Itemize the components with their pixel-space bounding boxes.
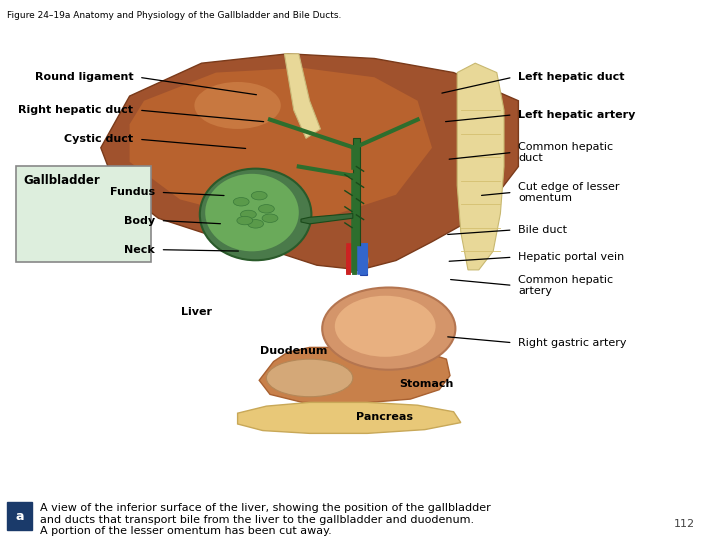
Text: Hepatic portal vein: Hepatic portal vein <box>518 252 625 262</box>
Text: Gallbladder: Gallbladder <box>23 174 100 187</box>
Ellipse shape <box>323 287 456 370</box>
Ellipse shape <box>237 217 253 225</box>
Polygon shape <box>130 68 432 218</box>
Polygon shape <box>101 54 518 270</box>
Text: Stomach: Stomach <box>400 379 454 389</box>
Ellipse shape <box>233 198 249 206</box>
Polygon shape <box>238 402 461 434</box>
Text: Right hepatic duct: Right hepatic duct <box>18 105 133 115</box>
Text: Neck: Neck <box>124 245 155 255</box>
Text: a: a <box>15 510 24 523</box>
Polygon shape <box>457 63 504 270</box>
Polygon shape <box>284 54 320 138</box>
Text: Cut edge of lesser
omentum: Cut edge of lesser omentum <box>518 181 620 203</box>
Text: Pancreas: Pancreas <box>356 412 413 422</box>
Text: Right gastric artery: Right gastric artery <box>518 338 627 348</box>
Ellipse shape <box>335 296 436 357</box>
Ellipse shape <box>248 220 264 228</box>
Ellipse shape <box>199 168 311 260</box>
Ellipse shape <box>205 174 299 251</box>
Ellipse shape <box>348 247 368 273</box>
Text: Body: Body <box>124 215 155 226</box>
Text: Common hepatic
duct: Common hepatic duct <box>518 141 613 163</box>
Text: Cystic duct: Cystic duct <box>64 134 133 144</box>
Text: Fundus: Fundus <box>109 187 155 198</box>
Text: Round ligament: Round ligament <box>35 72 133 82</box>
Text: A view of the inferior surface of the liver, showing the position of the gallbla: A view of the inferior surface of the li… <box>40 503 490 536</box>
Ellipse shape <box>251 192 267 200</box>
Text: Common hepatic
artery: Common hepatic artery <box>518 275 613 296</box>
Ellipse shape <box>194 82 281 129</box>
Text: Left hepatic artery: Left hepatic artery <box>518 110 636 120</box>
Text: Liver: Liver <box>181 307 212 317</box>
Ellipse shape <box>266 359 353 397</box>
Ellipse shape <box>240 210 256 219</box>
Ellipse shape <box>258 205 274 213</box>
Text: Duodenum: Duodenum <box>260 346 328 356</box>
Text: Left hepatic duct: Left hepatic duct <box>518 72 625 82</box>
Text: Figure 24–19a Anatomy and Physiology of the Gallbladder and Bile Ducts.: Figure 24–19a Anatomy and Physiology of … <box>7 11 341 20</box>
Polygon shape <box>259 347 450 404</box>
Bar <box>16 166 151 262</box>
Polygon shape <box>353 138 360 270</box>
Text: 112: 112 <box>674 519 695 529</box>
Text: Bile duct: Bile duct <box>518 225 567 235</box>
Polygon shape <box>360 246 367 275</box>
Polygon shape <box>301 213 353 224</box>
Ellipse shape <box>262 214 278 222</box>
